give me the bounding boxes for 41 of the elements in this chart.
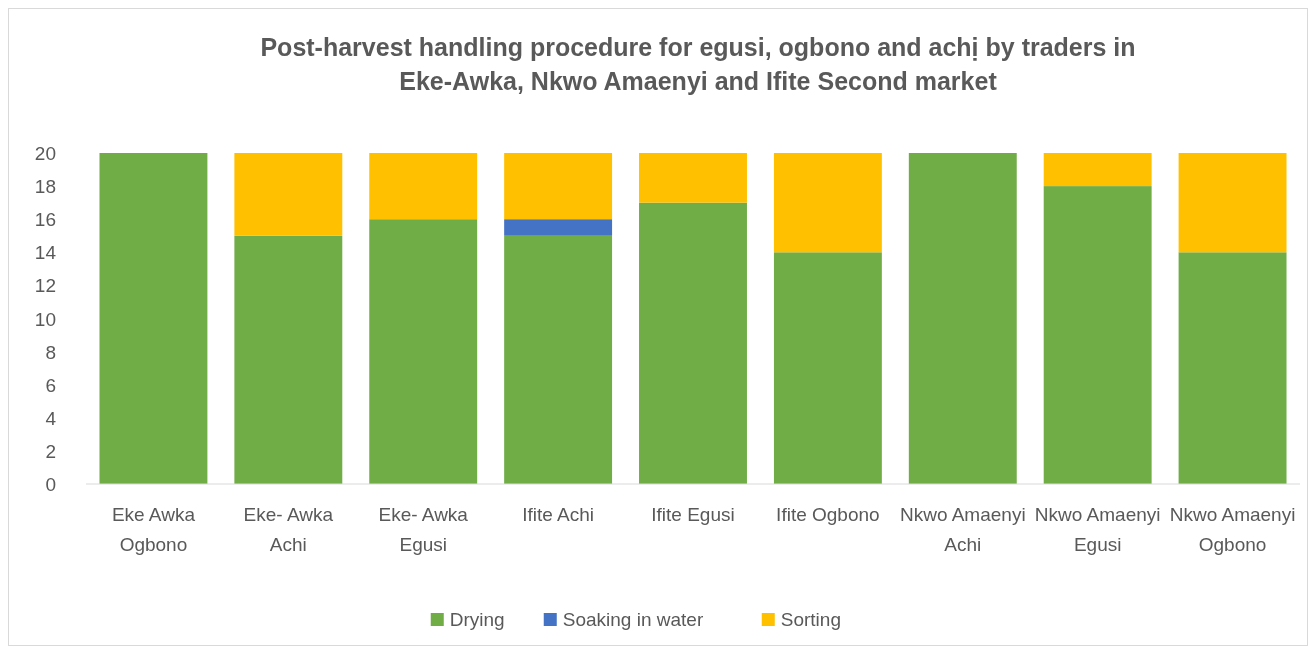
y-tick-label: 16: [34, 209, 56, 231]
y-tick-label: 0: [45, 474, 56, 495]
x-tick-label: Nkwo Amaenyi Ogbono: [1169, 504, 1296, 555]
bar: [773, 153, 882, 253]
x-tick-label: Ifite Ogbono: [776, 504, 880, 525]
x-tick-label: Eke- Awka Egusi: [378, 504, 469, 555]
bar: [369, 219, 478, 484]
x-tick-label: Eke Awka Ogbono: [111, 504, 196, 555]
bar: [1178, 153, 1287, 253]
bar: [234, 235, 343, 484]
x-tick-label: Ifite Achi: [522, 504, 595, 525]
y-tick-label: 10: [34, 308, 56, 330]
bar: [504, 153, 613, 220]
bar: [639, 153, 747, 203]
bar: [234, 153, 343, 236]
bar: [1043, 186, 1152, 484]
bar: [773, 252, 882, 484]
x-tick-label: Ifite Egusi: [651, 504, 735, 525]
bar: [99, 153, 208, 484]
y-tick-label: 12: [34, 275, 56, 297]
legend-label: Drying: [449, 609, 505, 630]
bar: [1043, 153, 1152, 187]
y-tick-label: 20: [34, 143, 56, 164]
x-tick-label: Nkwo Amaenyi Achi: [899, 504, 1026, 555]
y-tick-label: 6: [45, 374, 56, 396]
bar: [369, 153, 478, 220]
y-tick-label: 14: [34, 242, 57, 264]
chart-title: Post-harvest handling procedure for egusi, ogbono and achị by traders in Eke-Awka, Nkwo Amaenyi and Ifite Second market: [260, 33, 1136, 95]
x-tick-label: Nkwo Amaenyi Egusi: [1034, 504, 1161, 555]
bar: [908, 153, 1017, 484]
bar: [639, 202, 747, 484]
y-tick-label: 2: [45, 440, 56, 462]
legend-label: Soaking in water: [562, 609, 704, 630]
x-tick-label: Eke- Awka Achi: [243, 504, 334, 555]
y-tick-label: 4: [45, 407, 57, 429]
y-tick-label: 18: [34, 176, 56, 198]
bar: [1178, 252, 1287, 484]
bar: [504, 219, 613, 236]
bar: [504, 235, 613, 484]
legend-label: Sorting: [780, 609, 841, 630]
y-tick-label: 8: [45, 341, 56, 363]
